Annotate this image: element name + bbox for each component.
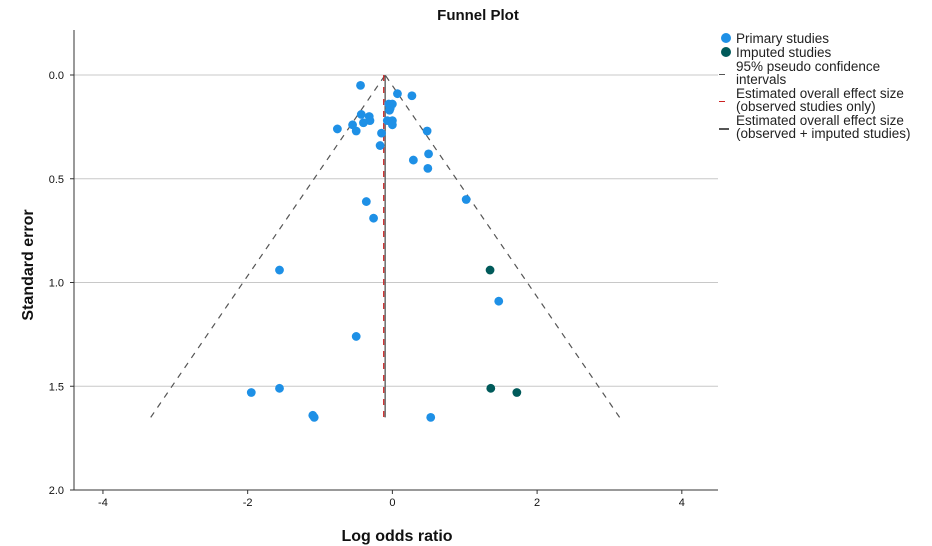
point-0-29 xyxy=(275,383,284,393)
x-axis-label: Log odds ratio xyxy=(341,528,452,545)
point-1-2 xyxy=(512,388,522,397)
legend-mark-4 xyxy=(719,128,729,130)
point-0-16 xyxy=(351,126,361,136)
point-0-30 xyxy=(246,388,256,397)
x-tick-label-4: 4 xyxy=(679,497,685,509)
legend-item-3: Estimated overall effect size (observed … xyxy=(716,87,930,113)
chart-title: Funnel Plot xyxy=(437,7,519,24)
point-0-33 xyxy=(426,412,436,422)
legend-item-0: Primary studies xyxy=(716,32,930,45)
point-0-28 xyxy=(351,332,361,341)
point-0-32 xyxy=(309,412,319,422)
tick-labels: 0.0 0.5 1.0 1.5 2.0 -4 -2 0 2 4 xyxy=(49,70,685,509)
legend: Primary studies Imputed studies 95% pseudo… xyxy=(716,32,930,141)
point-0-24 xyxy=(461,195,471,204)
y-tick-label-1: 0.5 xyxy=(49,174,64,186)
point-0-21 xyxy=(408,155,418,165)
y-tick-label-4: 2.0 xyxy=(49,485,64,497)
point-0-14 xyxy=(387,120,397,130)
legend-mark-0 xyxy=(721,33,731,43)
data-points xyxy=(246,80,522,422)
legend-label-0: Primary studies xyxy=(736,31,830,46)
y-tick-label-3: 1.5 xyxy=(49,381,64,393)
point-0-17 xyxy=(377,128,386,138)
point-1-0 xyxy=(485,265,495,275)
y-tick-label-2: 1.0 xyxy=(49,278,64,290)
point-0-15 xyxy=(332,124,342,134)
x-tick-label-1: -2 xyxy=(243,497,253,509)
legend-mark-3 xyxy=(719,101,725,103)
point-0-1 xyxy=(393,89,402,99)
legend-item-4: Estimated overall effect size (observed … xyxy=(716,114,930,140)
legend-symbol-3 xyxy=(716,87,736,103)
point-0-7 xyxy=(356,110,366,119)
legend-label-2: 95% pseudo confidence intervals xyxy=(736,59,881,87)
point-0-22 xyxy=(423,163,433,173)
ref-line-0-1 xyxy=(384,74,621,418)
legend-item-1: Imputed studies xyxy=(716,46,930,59)
ref-line-0-0 xyxy=(150,74,386,418)
x-tick-label-0: -4 xyxy=(98,497,108,509)
point-0-23 xyxy=(361,197,371,206)
legend-mark-2 xyxy=(719,74,725,76)
point-0-25 xyxy=(369,213,378,223)
point-0-26 xyxy=(275,265,284,275)
legend-item-2: 95% pseudo confidence intervals xyxy=(716,60,930,86)
point-1-1 xyxy=(486,383,496,393)
axes xyxy=(70,30,718,494)
y-axis-label: Standard error xyxy=(20,209,37,320)
gridlines xyxy=(74,74,718,387)
legend-symbol-4 xyxy=(716,114,736,130)
legend-label-3: Estimated overall effect size (observed … xyxy=(736,86,904,114)
legend-symbol-2 xyxy=(716,60,736,76)
point-0-12 xyxy=(359,118,368,128)
y-tick-label-0: 0.0 xyxy=(49,70,64,82)
legend-label-4: Estimated overall effect size (observed … xyxy=(736,113,911,141)
legend-label-1: Imputed studies xyxy=(736,45,832,60)
point-0-19 xyxy=(375,141,385,150)
point-0-0 xyxy=(356,80,365,90)
point-0-27 xyxy=(494,296,504,306)
legend-symbol-0 xyxy=(716,32,736,45)
point-0-6 xyxy=(385,105,394,115)
point-0-20 xyxy=(424,149,433,159)
legend-mark-1 xyxy=(721,47,731,57)
point-0-18 xyxy=(422,126,432,136)
x-tick-label-2: 0 xyxy=(389,497,395,509)
point-0-2 xyxy=(407,91,417,101)
reference-lines xyxy=(150,74,621,418)
legend-symbol-1 xyxy=(716,46,736,59)
x-tick-label-3: 2 xyxy=(534,497,540,509)
